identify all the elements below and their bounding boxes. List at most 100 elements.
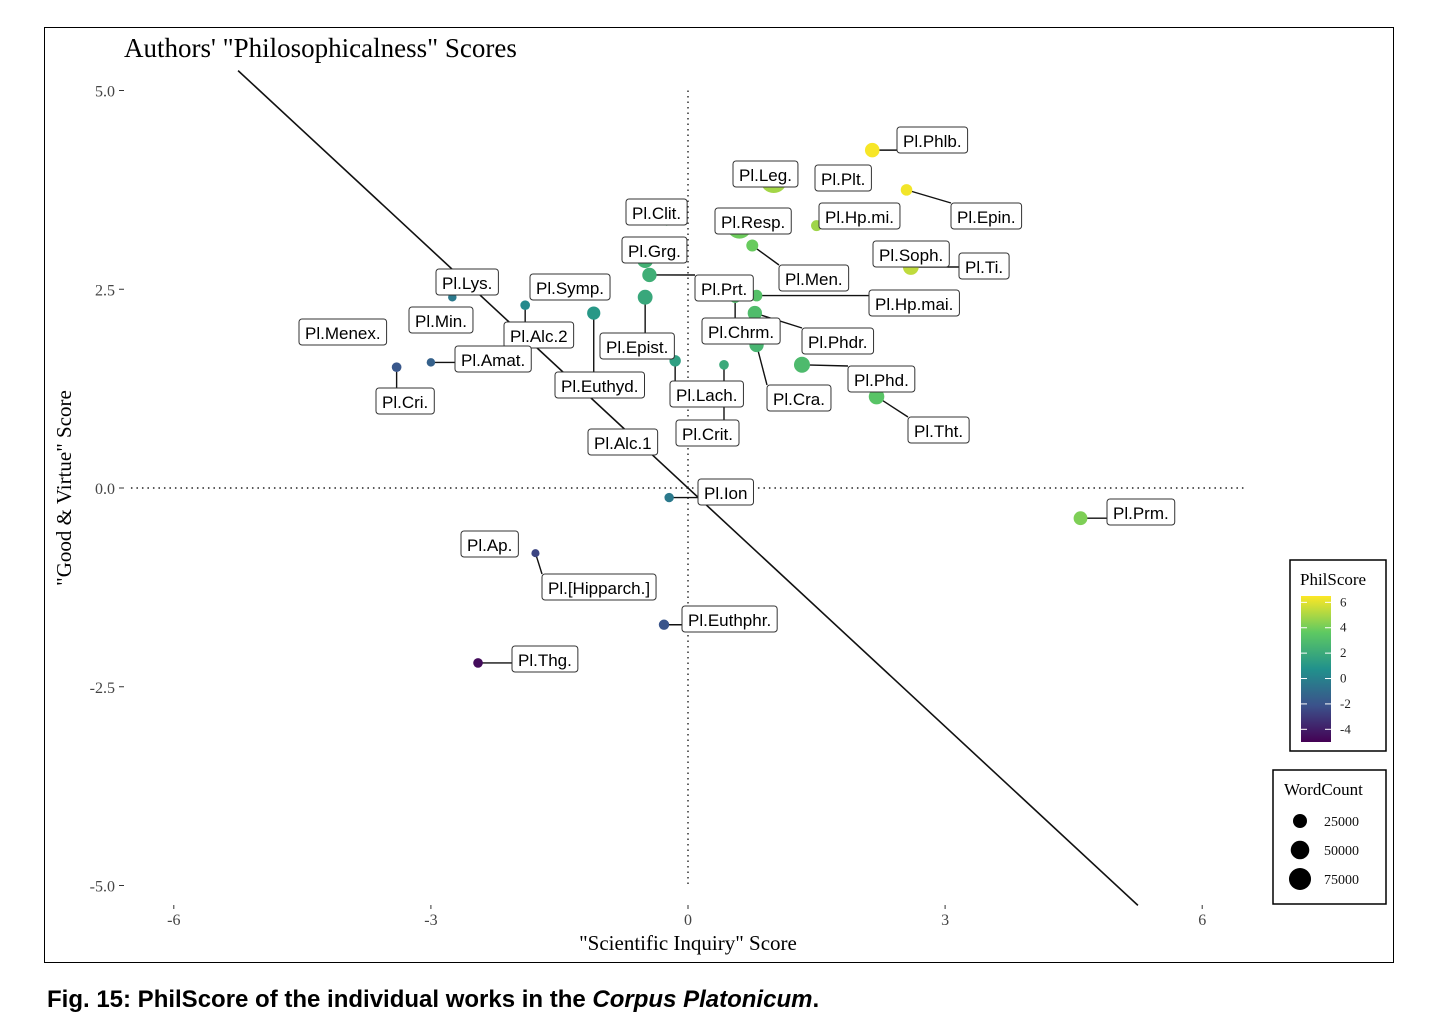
figure-caption: Fig. 15: PhilScore of the individual wor… bbox=[47, 986, 819, 1014]
color-tick-label: -4 bbox=[1340, 721, 1351, 736]
point-label-text: Pl.Crit. bbox=[682, 425, 733, 444]
point-label-box bbox=[503, 321, 575, 349]
point-pl-epin bbox=[900, 184, 913, 196]
point-label-text: Pl.Epist. bbox=[606, 338, 668, 357]
x-tick-label: -6 bbox=[167, 912, 180, 929]
point-label-text: Pl.Phlb. bbox=[903, 132, 962, 151]
point-label-box bbox=[694, 274, 754, 302]
point-label-box bbox=[801, 327, 875, 355]
reference-lines bbox=[130, 70, 1246, 906]
label-pl-phd: Pl.Phd. bbox=[847, 365, 916, 393]
point-label-text: Pl.Min. bbox=[415, 312, 467, 331]
label-pl-chrm: Pl.Chrm. bbox=[701, 317, 781, 345]
point-label-box bbox=[669, 380, 744, 408]
point-label-box bbox=[701, 317, 781, 345]
color-legend-title: PhilScore bbox=[1300, 570, 1366, 589]
label-pl-grg: Pl.Grg. bbox=[621, 236, 688, 264]
label-pl-prt: Pl.Prt. bbox=[694, 274, 754, 302]
point-label-box bbox=[587, 428, 659, 456]
point-label-text: Pl.Prt. bbox=[701, 280, 747, 299]
point-label-text: Pl.Prm. bbox=[1113, 504, 1169, 523]
size-legend-dot bbox=[1290, 840, 1310, 860]
label-pl-clit: Pl.Clit. bbox=[625, 198, 688, 226]
point-label-text: Pl.Ion bbox=[704, 484, 747, 503]
point-label-box bbox=[681, 605, 778, 633]
y-tick-label: 5.0 bbox=[95, 84, 115, 101]
point-label-text: Pl.Euthphr. bbox=[688, 611, 771, 630]
label-pl-phlb: Pl.Phlb. bbox=[896, 126, 969, 154]
point-label-box bbox=[675, 419, 740, 447]
point-label-text: Pl.Soph. bbox=[879, 246, 943, 265]
label-pl-leg: Pl.Leg. bbox=[732, 160, 799, 188]
point-label-text: Pl.Ti. bbox=[965, 258, 1003, 277]
point-label-text: Pl.Menex. bbox=[305, 324, 381, 343]
scatter-plot: Authors' "Philosophicalness" Scores -6 -3… bbox=[52, 33, 1387, 955]
point-pl-thg bbox=[473, 658, 483, 668]
size-legend-label: 25000 bbox=[1324, 815, 1359, 830]
label-pl-epist: Pl.Epist. bbox=[599, 332, 675, 360]
point-label-box bbox=[847, 365, 916, 393]
label-pl-alc-1: Pl.Alc.1 bbox=[587, 428, 659, 456]
label-pl-ion: Pl.Ion bbox=[697, 478, 754, 506]
point-label-box bbox=[766, 384, 832, 412]
point-label-box bbox=[778, 264, 850, 292]
size-legend-items: 25000 50000 75000 bbox=[1288, 814, 1359, 891]
point-label-text: Pl.Cra. bbox=[773, 390, 825, 409]
size-legend-label: 50000 bbox=[1324, 844, 1359, 859]
point-label-box bbox=[529, 273, 611, 301]
point-label-box bbox=[375, 387, 435, 415]
point-label-text: Pl.[Hipparch.] bbox=[548, 579, 650, 598]
caption-suffix: . bbox=[812, 986, 820, 1013]
size-legend-dot bbox=[1293, 814, 1307, 828]
label-pl-euthyd: Pl.Euthyd. bbox=[554, 371, 645, 399]
y-axis-label: "Good & Virtue" Score bbox=[52, 390, 76, 586]
x-tick-label: -3 bbox=[424, 912, 437, 929]
size-legend-dot bbox=[1288, 867, 1312, 891]
point-label-box bbox=[714, 207, 792, 235]
point-label-box bbox=[896, 126, 969, 154]
point-label-box bbox=[958, 252, 1010, 280]
point-pl-ion bbox=[664, 492, 674, 503]
point-pl-tht bbox=[868, 388, 885, 405]
point-label-text: Pl.Amat. bbox=[461, 351, 525, 370]
label-pl-menex: Pl.Menex. bbox=[298, 318, 388, 346]
label-pl-hipparch: Pl.[Hipparch.] bbox=[541, 573, 657, 601]
point-label-box bbox=[732, 160, 799, 188]
x-axis-label: "Scientific Inquiry" Score bbox=[579, 931, 797, 955]
point-label-text: Pl.Ap. bbox=[467, 536, 512, 555]
point-label-text: Pl.Men. bbox=[785, 270, 843, 289]
color-legend-bar bbox=[1301, 596, 1331, 742]
point-pl-hipparch bbox=[531, 549, 540, 558]
point-label-box bbox=[907, 416, 970, 444]
size-legend: WordCount 25000 50000 75000 bbox=[1272, 769, 1387, 905]
caption-emphasis: Corpus Platonicum bbox=[592, 986, 813, 1013]
point-label-text: Pl.Plt. bbox=[821, 170, 865, 189]
label-pl-tht: Pl.Tht. bbox=[907, 416, 970, 444]
label-pl-cra: Pl.Cra. bbox=[766, 384, 832, 412]
label-pl-men: Pl.Men. bbox=[778, 264, 850, 292]
label-pl-cri: Pl.Cri. bbox=[375, 387, 435, 415]
x-tick-label: 0 bbox=[684, 912, 692, 929]
point-label-box bbox=[408, 306, 474, 334]
label-pl-epin: Pl.Epin. bbox=[950, 202, 1023, 230]
point-label-text: Pl.Lys. bbox=[442, 274, 492, 293]
label-pl-plt: Pl.Plt. bbox=[814, 164, 872, 192]
axes: -6 -3 0 3 6 5.0 2.5 0.0 -2.5 -5.0 bbox=[90, 84, 1207, 930]
color-tick-label: -2 bbox=[1340, 696, 1351, 711]
point-label-box bbox=[697, 478, 754, 506]
point-label-text: Pl.Tht. bbox=[914, 422, 963, 441]
label-pl-min: Pl.Min. bbox=[408, 306, 474, 334]
point-label-text: Pl.Alc.1 bbox=[594, 434, 652, 453]
point-label-box bbox=[814, 164, 872, 192]
point-pl-prm bbox=[1073, 511, 1088, 526]
point-label-text: Pl.Lach. bbox=[676, 386, 737, 405]
point-label-text: Pl.Thg. bbox=[518, 651, 572, 670]
point-label-box bbox=[298, 318, 388, 346]
point-label-box bbox=[625, 198, 688, 226]
point-label-box bbox=[950, 202, 1023, 230]
y-tick-label: -5.0 bbox=[90, 879, 115, 896]
label-pl-hp-mai: Pl.Hp.mai. bbox=[868, 289, 960, 317]
point-label-text: Pl.Phd. bbox=[854, 371, 909, 390]
point-label-box bbox=[621, 236, 688, 264]
chart-title: Authors' "Philosophicalness" Scores bbox=[124, 33, 517, 63]
